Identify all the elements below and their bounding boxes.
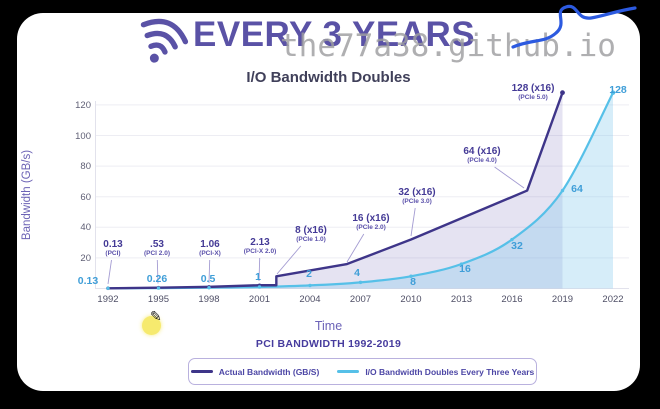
chart-legend: Actual Bandwidth (GB/S) I/O Bandwidth Do…: [188, 358, 537, 385]
annotation-leader-line: [208, 259, 211, 284]
x-axis-title: Time: [314, 319, 343, 333]
legend-label: Actual Bandwidth (GB/S): [218, 366, 320, 377]
data-label-1.06: 1.06 (PCI-X): [199, 239, 221, 257]
doubles-value-label: 32: [511, 240, 523, 252]
chart-caption: PCI BANDWIDTH 1992-2019: [255, 338, 402, 350]
annotation-leader-line: [494, 166, 525, 189]
doubles-point-marker: [207, 286, 211, 290]
data-label-8x16: 8 (x16) (PCIe 1.0): [295, 225, 327, 243]
chart-plot-area[interactable]: [17, 13, 640, 353]
doubles-area: [108, 92, 613, 289]
doubles-value-label: 64: [571, 183, 583, 195]
doubles-value-label: 1: [255, 271, 261, 283]
slide-card: EVERY 3 YEARS the77a38.github.io I/O Ban…: [17, 13, 640, 391]
data-label-.53: .53 (PCI 2.0): [143, 239, 171, 257]
y-tick-label: 20: [80, 252, 91, 264]
data-label-0.13: 0.13 (PCI): [103, 239, 123, 257]
annotation-leader-line: [276, 245, 302, 275]
x-tick-label: 2016: [501, 294, 523, 305]
doubles-point-marker: [510, 237, 514, 242]
x-tick-label: 2007: [349, 294, 372, 305]
watermark-text: the77a38.github.io: [280, 28, 616, 64]
doubles-value-label: 2: [306, 268, 312, 280]
actual-endpoint-marker: [560, 90, 565, 96]
doubles-value-label: 16: [459, 263, 471, 275]
doubles-endpoint-marker: [610, 90, 616, 95]
doubles-value-label: 0.5: [200, 273, 216, 285]
y-tick-label: 60: [80, 191, 91, 203]
annotation-leader-line: [346, 233, 365, 263]
y-tick-label: 120: [75, 99, 91, 111]
legend-item-doubles: I/O Bandwidth Doubles Every Three Years: [337, 367, 534, 377]
doubles-point-marker: [308, 283, 312, 288]
data-label-2.13: 2.13 (PCI-X 2.0): [243, 237, 277, 255]
highlight-cursor: [142, 316, 161, 335]
actual-bandwidth-area: [108, 92, 563, 289]
legend-swatch-actual: [190, 370, 213, 373]
chart-labels-layer: 120 100 80 60 40 20 1992 1995 1998 2001 2004 2007 20…: [17, 13, 640, 391]
data-label-16x16: 16 (x16) (PCIe 2.0): [352, 213, 390, 231]
annotation-leader-line: [258, 257, 261, 282]
legend-label: I/O Bandwidth Doubles Every Three Years: [365, 366, 535, 377]
doubles-point-marker: [409, 274, 413, 278]
wifi-icon: [140, 18, 189, 63]
doubles-value-label: 128: [609, 84, 627, 96]
annotation-leader-line: [410, 207, 416, 237]
y-tick-label: 40: [80, 222, 91, 234]
doubles-point-marker: [106, 286, 110, 291]
x-tick-label: 1998: [198, 294, 220, 305]
annotation-leader-line: [107, 259, 112, 285]
doubles-point-marker: [560, 188, 565, 193]
x-tick-label: 2022: [602, 294, 624, 305]
doubles-value-label: 0.26: [146, 273, 168, 285]
y-tick-label: 100: [75, 130, 91, 142]
actual-bandwidth-line: [106, 91, 564, 290]
doubles-point-marker: [156, 286, 161, 290]
doubles-point-marker: [257, 285, 262, 289]
page-title: EVERY 3 YEARS: [193, 15, 476, 54]
doubles-value-label: 8: [410, 276, 416, 288]
doubles-value-label: 4: [354, 267, 360, 279]
data-label-128x16: 128 (x16) (PCIe 5.0): [511, 83, 555, 101]
x-tick-label: 2013: [450, 294, 473, 305]
x-tick-label: 2001: [248, 294, 271, 305]
data-label-32x16: 32 (x16) (PCIe 3.0): [398, 187, 436, 205]
y-tick-label: 80: [80, 161, 91, 173]
x-tick-label: 2019: [551, 294, 574, 305]
legend-swatch-doubles: [337, 370, 360, 373]
doubles-point-marker: [358, 280, 363, 285]
x-tick-label: 1992: [97, 294, 119, 305]
doubles-value-label: 0.13: [77, 275, 99, 287]
legend-item-actual: Actual Bandwidth (GB/S): [190, 366, 320, 377]
x-tick-label: 2004: [299, 294, 321, 305]
annotation-leader-line: [156, 259, 159, 284]
data-label-64x16: 64 (x16) (PCIe 4.0): [463, 146, 501, 164]
x-tick-label: 2010: [400, 294, 422, 305]
x-tick-label: 1995: [147, 294, 170, 305]
doubles-point-marker: [459, 262, 464, 266]
chart-title: I/O Bandwidth Doubles: [246, 69, 411, 86]
pencil-cursor-icon: ✎: [150, 309, 162, 325]
